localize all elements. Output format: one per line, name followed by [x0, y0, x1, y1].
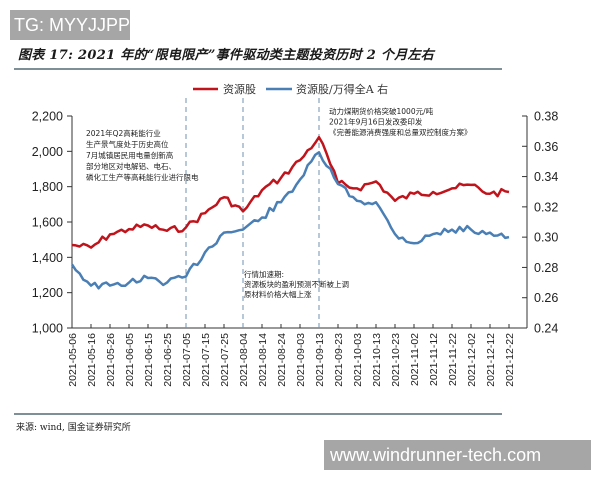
right-tick-label: 0.30 — [534, 231, 558, 245]
svg-text:7月城镇居民用电量创新高: 7月城镇居民用电量创新高 — [86, 150, 174, 160]
x-tick-label: 2021-08-24 — [276, 333, 288, 387]
svg-text:2021年9月16日发改委印发: 2021年9月16日发改委印发 — [329, 117, 423, 127]
x-tick-label: 2021-07-15 — [200, 333, 212, 387]
series-line-resource-ratio — [70, 151, 510, 290]
x-tick-label: 2021-05-26 — [105, 333, 117, 387]
title-divider — [14, 68, 502, 70]
left-tick-label: 1,600 — [32, 216, 63, 230]
svg-text:磷化工生产等高耗能行业进行限电: 磷化工生产等高耗能行业进行限电 — [86, 172, 199, 182]
x-tick-label: 2021-09-23 — [333, 333, 345, 387]
x-tick-label: 2021-05-06 — [67, 333, 79, 387]
annotation-coal-price-policy: 动力煤期货价格突破1000元/吨2021年9月16日发改委印发《完善能源消费强度… — [329, 106, 472, 137]
x-tick-label: 2021-06-15 — [143, 333, 155, 387]
x-tick-label: 2021-08-14 — [257, 333, 269, 387]
x-tick-label: 2021-10-23 — [390, 333, 402, 387]
right-tick-label: 0.24 — [534, 322, 558, 336]
x-tick-label: 2021-12-12 — [485, 333, 497, 387]
x-tick-label: 2021-06-05 — [124, 333, 136, 387]
source-note: 来源: wind, 国金证券研究所 — [16, 423, 131, 433]
x-tick-label: 2021-11-12 — [428, 333, 440, 386]
svg-text:生产景气度处于历史高位: 生产景气度处于历史高位 — [86, 139, 169, 149]
right-tick-label: 0.36 — [534, 140, 558, 154]
svg-text:行情加速期:: 行情加速期: — [244, 269, 284, 279]
watermark-badge-top: TG: MYYJJPP — [10, 10, 130, 40]
legend-label-ratio: 资源股/万得全A 右 — [296, 82, 388, 96]
x-tick-label: 2021-11-22 — [447, 333, 459, 386]
left-axis-ticks: 1,000 1,200 1,400 1,600 1,800 2,000 2,200 — [32, 110, 72, 336]
x-tick-label: 2021-09-03 — [295, 333, 307, 387]
x-tick-label: 2021-07-25 — [219, 333, 231, 387]
x-tick-label: 2021-10-13 — [371, 333, 383, 387]
x-tick-label: 2021-12-22 — [504, 333, 516, 387]
svg-text:部分地区对电解铝、电石、: 部分地区对电解铝、电石、 — [86, 161, 176, 171]
x-tick-label: 2021-07-05 — [181, 333, 193, 387]
x-tick-label: 2021-05-16 — [86, 333, 98, 387]
left-tick-label: 1,800 — [32, 180, 63, 194]
svg-text:资源板块的盈利预测不断被上调: 资源板块的盈利预测不断被上调 — [244, 279, 349, 289]
x-axis-ticks: 2021-05-06 2021-05-16 2021-05-26 2021-06-05… — [67, 324, 516, 387]
annotation-q2-high-energy: 2021年Q2高耗能行业生产景气度处于历史高位7月城镇居民用电量创新高部分地区对… — [86, 128, 199, 182]
right-axis-ticks: 0.24 0.26 0.28 0.30 0.32 0.34 0.36 0.38 — [522, 110, 558, 336]
right-tick-label: 0.38 — [534, 110, 558, 124]
left-tick-label: 2,000 — [32, 145, 63, 159]
right-tick-label: 0.28 — [534, 261, 558, 275]
legend-label-resource: 资源股 — [223, 82, 256, 96]
legend: 资源股 资源股/万得全A 右 — [193, 82, 388, 96]
left-tick-label: 2,200 — [32, 110, 63, 124]
x-tick-label: 2021-10-03 — [352, 333, 364, 387]
svg-text:2021年Q2高耗能行业: 2021年Q2高耗能行业 — [86, 128, 161, 138]
right-tick-label: 0.26 — [534, 291, 558, 305]
svg-text:原材料价格大幅上涨: 原材料价格大幅上涨 — [244, 289, 312, 299]
right-tick-label: 0.34 — [534, 170, 558, 184]
right-tick-label: 0.32 — [534, 200, 558, 214]
left-tick-label: 1,000 — [32, 322, 63, 336]
x-tick-label: 2021-08-04 — [238, 333, 250, 387]
svg-text:动力煤期货价格突破1000元/吨: 动力煤期货价格突破1000元/吨 — [329, 106, 434, 116]
figure-title: 图表 17: 2021 年的“限电限产”事件驱动类主题投资历时 2 个月左右 — [18, 48, 435, 63]
svg-text:《完善能源消费强度和总量双控制度方案》: 《完善能源消费强度和总量双控制度方案》 — [329, 127, 472, 137]
footer-divider — [14, 413, 502, 415]
x-tick-label: 2021-11-02 — [409, 333, 421, 386]
x-tick-label: 2021-12-02 — [466, 333, 478, 387]
x-tick-label: 2021-06-25 — [162, 333, 174, 387]
watermark-badge-bottom: www.windrunner-tech.com — [324, 440, 591, 470]
left-tick-label: 1,200 — [32, 286, 63, 300]
left-tick-label: 1,400 — [32, 251, 63, 265]
series-line-resource-stocks — [71, 135, 510, 249]
x-tick-label: 2021-09-13 — [314, 333, 326, 387]
